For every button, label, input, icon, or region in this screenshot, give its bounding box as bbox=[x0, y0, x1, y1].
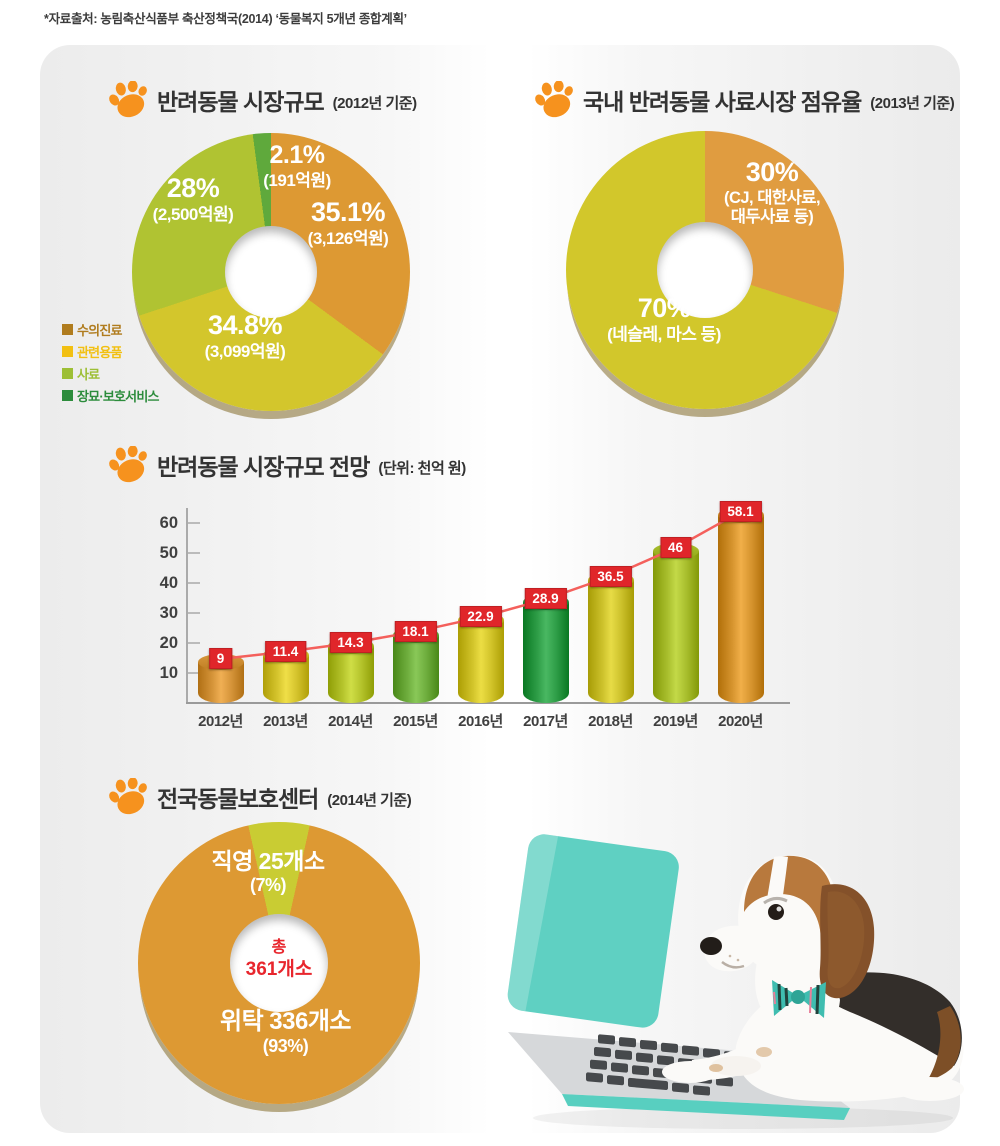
bar-cylinder-2017 bbox=[522, 594, 569, 703]
forecast-header: 반려동물 시장규모 전망 (단위: 천억 원) bbox=[106, 443, 466, 487]
slice-label-global: 70% (네슬레, 마스 등) bbox=[607, 293, 721, 344]
bar-cylinder-2020 bbox=[717, 506, 764, 703]
forecast-bar-chart: 60 50 40 30 20 10 9 11.4 14.3 18.1 22.9 … bbox=[148, 498, 808, 733]
bar-value-box: 22.9 bbox=[459, 606, 502, 628]
legend-swatch bbox=[62, 324, 73, 335]
paw-icon bbox=[535, 81, 573, 118]
bar-value-box: 14.3 bbox=[329, 632, 372, 654]
y-tick-mark bbox=[188, 522, 200, 524]
bar-value-box: 9 bbox=[208, 648, 233, 669]
y-tick-mark bbox=[188, 582, 200, 584]
legend-swatch bbox=[62, 390, 73, 401]
slice-label-feed: 28% (2,500억원) bbox=[152, 173, 234, 224]
bar-value-box: 36.5 bbox=[589, 565, 632, 587]
bar-value-box: 28.9 bbox=[524, 588, 567, 610]
year-label: 2016년 bbox=[458, 713, 503, 730]
legend: 수의진료 관련용품 사료 장묘·보호서비스 bbox=[62, 320, 159, 405]
section-period: (2013년 기준) bbox=[870, 95, 955, 112]
donut-hole bbox=[230, 914, 328, 1012]
bar-cylinder-2013 bbox=[262, 646, 309, 703]
feed-share-header: 국내 반려동물 사료시장 점유율 (2013년 기준) bbox=[532, 78, 955, 122]
y-tick-mark bbox=[188, 672, 200, 674]
bar-value-box: 11.4 bbox=[264, 640, 307, 662]
donut-hole bbox=[657, 222, 753, 318]
dog-laptop-illustration bbox=[507, 834, 964, 1129]
shelter-center-total: 총 361개소 bbox=[245, 939, 313, 980]
slice-label-vet: 35.1% (3,126억원) bbox=[307, 197, 389, 248]
x-axis-line bbox=[186, 702, 790, 704]
legend-swatch bbox=[62, 346, 73, 357]
slice-label-consigned: 위탁 336개소 (93%) bbox=[219, 1008, 352, 1057]
y-tick: 40 bbox=[159, 574, 178, 592]
bar-cylinder-2018 bbox=[587, 571, 634, 703]
y-tick-mark bbox=[188, 552, 200, 554]
y-tick: 50 bbox=[159, 544, 178, 562]
bar-value-box: 18.1 bbox=[394, 620, 437, 642]
bar-cylinder-2015 bbox=[392, 626, 439, 703]
y-axis-line bbox=[186, 508, 188, 703]
feed-share-donut: 30% (CJ, 대한사료, 대두사료 등) 70% (네슬레, 마스 등) bbox=[566, 131, 844, 409]
paw-icon bbox=[109, 446, 147, 483]
year-label: 2015년 bbox=[393, 713, 438, 730]
section-period: (2014년 기준) bbox=[327, 792, 412, 809]
donut-hole bbox=[225, 226, 317, 318]
y-tick: 60 bbox=[159, 514, 178, 532]
paw-icon bbox=[109, 81, 147, 118]
y-tick-mark bbox=[188, 612, 200, 614]
bar-cylinder-2019 bbox=[652, 543, 699, 703]
year-label: 2020년 bbox=[718, 713, 763, 730]
y-tick: 20 bbox=[159, 634, 178, 652]
legend-item: 수의진료 bbox=[62, 320, 159, 339]
legend-item: 사료 bbox=[62, 364, 159, 383]
year-label: 2012년 bbox=[198, 713, 243, 730]
bar-value-box: 58.1 bbox=[719, 500, 762, 522]
year-label: 2018년 bbox=[588, 713, 633, 730]
legend-swatch bbox=[62, 368, 73, 379]
paw-icon bbox=[109, 778, 147, 815]
year-label: 2013년 bbox=[263, 713, 308, 730]
slice-label-funeral: 2.1% (191억원) bbox=[263, 141, 331, 190]
slice-label-goods: 34.8% (3,099억원) bbox=[204, 310, 286, 361]
bar-cylinder-2014 bbox=[327, 638, 374, 703]
bar-cylinder-2016 bbox=[457, 612, 504, 703]
market-size-donut: 35.1% (3,126억원) 34.8% (3,099억원) 28% (2,5… bbox=[132, 133, 410, 411]
shelters-donut: 총 361개소 직영 25개소 (7%) 위탁 336개소 (93%) bbox=[138, 822, 420, 1104]
slice-label-domestic: 30% (CJ, 대한사료, 대두사료 등) bbox=[723, 157, 821, 227]
y-tick: 30 bbox=[159, 604, 178, 622]
y-tick: 10 bbox=[159, 664, 178, 682]
bar-value-box: 46 bbox=[659, 537, 692, 558]
section-title: 반려동물 시장규모 bbox=[157, 89, 325, 115]
section-period: (단위: 천억 원) bbox=[378, 460, 466, 477]
market-size-header: 반려동물 시장규모 (2012년 기준) bbox=[106, 78, 417, 122]
section-title: 전국동물보호센터 bbox=[157, 786, 319, 812]
legend-item: 관련용품 bbox=[62, 342, 159, 361]
legend-item: 장묘·보호서비스 bbox=[62, 386, 159, 405]
year-label: 2014년 bbox=[328, 713, 373, 730]
section-period: (2012년 기준) bbox=[332, 95, 417, 112]
y-tick-mark bbox=[188, 642, 200, 644]
year-label: 2017년 bbox=[523, 713, 568, 730]
section-title: 국내 반려동물 사료시장 점유율 bbox=[583, 89, 862, 115]
section-title: 반려동물 시장규모 전망 bbox=[157, 454, 370, 480]
shelters-header: 전국동물보호센터 (2014년 기준) bbox=[106, 775, 412, 819]
source-note: *자료출처: 농림축산식품부 축산정책국(2014) ‘동물복지 5개년 종합계… bbox=[44, 12, 407, 26]
year-label: 2019년 bbox=[653, 713, 698, 730]
slice-label-direct: 직영 25개소 (7%) bbox=[211, 848, 325, 896]
